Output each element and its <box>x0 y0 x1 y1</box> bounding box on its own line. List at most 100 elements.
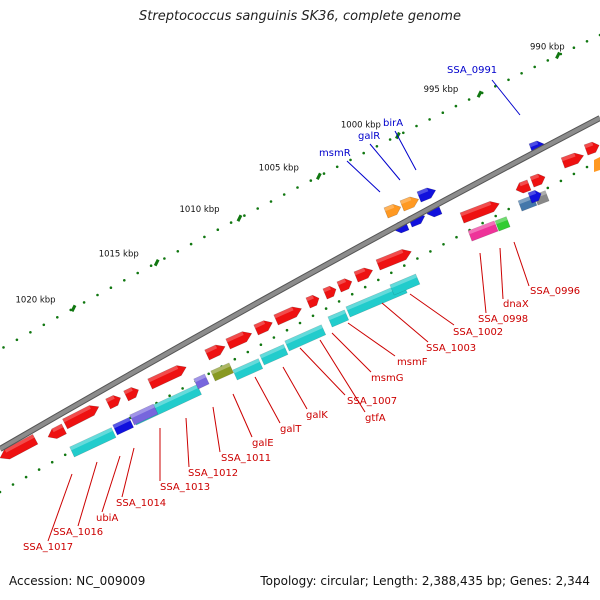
forward-gene-shape <box>353 267 374 283</box>
forward-gene-shape <box>47 423 67 439</box>
scale-dot <box>362 151 366 155</box>
forward-gene <box>560 152 585 169</box>
outer-ring-dot <box>11 483 15 486</box>
gene-dnaX <box>494 216 511 232</box>
scale-dot <box>56 316 59 319</box>
reverse-gene <box>389 273 421 296</box>
forward-gene-shine <box>4 434 35 453</box>
scale-label: 1020 kbp <box>16 295 56 305</box>
gene-label-bottom: SSA_0998 <box>478 314 528 325</box>
reverse-gene-shine <box>284 324 323 345</box>
forward-gene <box>322 285 337 300</box>
scale-dot <box>176 250 180 253</box>
gene-birA <box>416 187 437 203</box>
gene-msmR <box>383 204 402 219</box>
scale-dot <box>203 235 206 239</box>
scale-dot <box>29 331 32 334</box>
leader-line <box>232 393 253 438</box>
leader-line <box>319 339 366 413</box>
scale-dot <box>533 65 536 69</box>
outer-ring-dot <box>494 214 498 218</box>
forward-gene-shape <box>305 294 320 309</box>
scale-dot <box>269 200 273 203</box>
scale-dot <box>428 118 431 121</box>
gene-msmR-shine <box>383 204 395 212</box>
reverse-gene-ssa1012-shape <box>193 373 210 390</box>
reverse-gene-shape <box>232 358 264 381</box>
forward-gene-shape <box>583 141 600 156</box>
forward-gene-shape <box>273 306 302 326</box>
forward-gene-shape <box>459 201 500 224</box>
reverse-gene <box>232 358 264 381</box>
reverse-gene-shape <box>389 273 421 296</box>
forward-gene <box>253 320 273 336</box>
forward-gene <box>353 267 374 283</box>
gene-label-bottom: SSA_1011 <box>221 453 271 464</box>
gene-label-bottom: SSA_1014 <box>116 498 166 509</box>
gene-label-bottom: msmG <box>371 373 403 384</box>
leader-line <box>347 322 396 357</box>
reverse-gene-shine <box>259 344 286 359</box>
outer-ring-dot <box>585 165 589 169</box>
gene-label-bottom: SSA_1012 <box>188 468 238 479</box>
scale-dot <box>415 124 418 128</box>
reverse-gene-shine <box>327 309 346 321</box>
outer-ring-dot <box>481 221 484 225</box>
gene-label-bottom: SSA_1013 <box>160 482 210 493</box>
reverse-gene-ssa1014 <box>129 403 159 426</box>
scale-dot <box>42 323 46 327</box>
outer-ring-dot <box>363 285 367 289</box>
forward-gene-shine <box>305 295 314 302</box>
outer-ring-dot <box>246 350 250 354</box>
reverse-gene-ubiA <box>112 417 134 436</box>
scale-dot <box>123 279 126 282</box>
scale-dot <box>454 104 458 108</box>
outer-ring-dot <box>377 278 380 282</box>
gene-label-bottom: SSA_1016 <box>53 527 103 538</box>
outer-ring-dot <box>0 490 2 494</box>
scale-label: 990 kbp <box>530 42 565 52</box>
outer-ring-dot <box>350 292 354 296</box>
reverse-gene-galE-shine <box>210 362 231 375</box>
reverse-gene <box>69 427 117 458</box>
scale-label: 1015 kbp <box>99 250 139 260</box>
outer-ring-dot <box>259 343 263 347</box>
forward-gene-shine <box>519 179 529 187</box>
forward-gene-shape <box>147 365 187 390</box>
outer-ring-dot <box>24 475 28 479</box>
forward-gene-shine <box>204 344 218 354</box>
leader-line <box>77 461 98 527</box>
reverse-gene-shine <box>69 427 113 451</box>
leader-line <box>121 447 135 498</box>
gene-features <box>0 140 600 460</box>
reverse-gene-shape <box>259 344 289 366</box>
forward-gene-shape <box>204 344 226 361</box>
outer-ring-dot <box>390 271 393 275</box>
reverse-gene <box>259 344 289 366</box>
forward-gene-shine <box>225 331 244 343</box>
major-tick <box>70 304 77 312</box>
forward-gene-shine <box>105 395 115 403</box>
scale-dot <box>136 271 139 275</box>
reverse-gene-ssa1012-shine <box>193 373 207 383</box>
forward-gene-shine <box>51 423 64 433</box>
scale-dot <box>441 111 445 114</box>
gene-label-bottom: galE <box>252 438 274 449</box>
gene-dnaX-shine <box>495 216 508 225</box>
reverse-gene-shape <box>284 324 327 352</box>
outer-ring-dot <box>546 186 550 190</box>
gene-birA-shine <box>416 187 429 196</box>
gene-SSA_0991-shine <box>529 140 539 148</box>
leader-line <box>282 366 308 410</box>
map-title: Streptococcus sanguinis SK36, complete g… <box>139 9 461 24</box>
gene-galR-shine <box>399 196 412 205</box>
reverse-gene-shine <box>345 282 405 311</box>
reverse-gene-ssa1012 <box>193 373 210 390</box>
gene-blue-d-shape <box>527 190 542 204</box>
forward-gene-shape <box>225 331 253 350</box>
forward-gene-shape <box>123 387 139 402</box>
forward-gene <box>459 201 500 224</box>
reverse-gene-shape <box>327 309 350 328</box>
scale-dot <box>109 286 113 290</box>
